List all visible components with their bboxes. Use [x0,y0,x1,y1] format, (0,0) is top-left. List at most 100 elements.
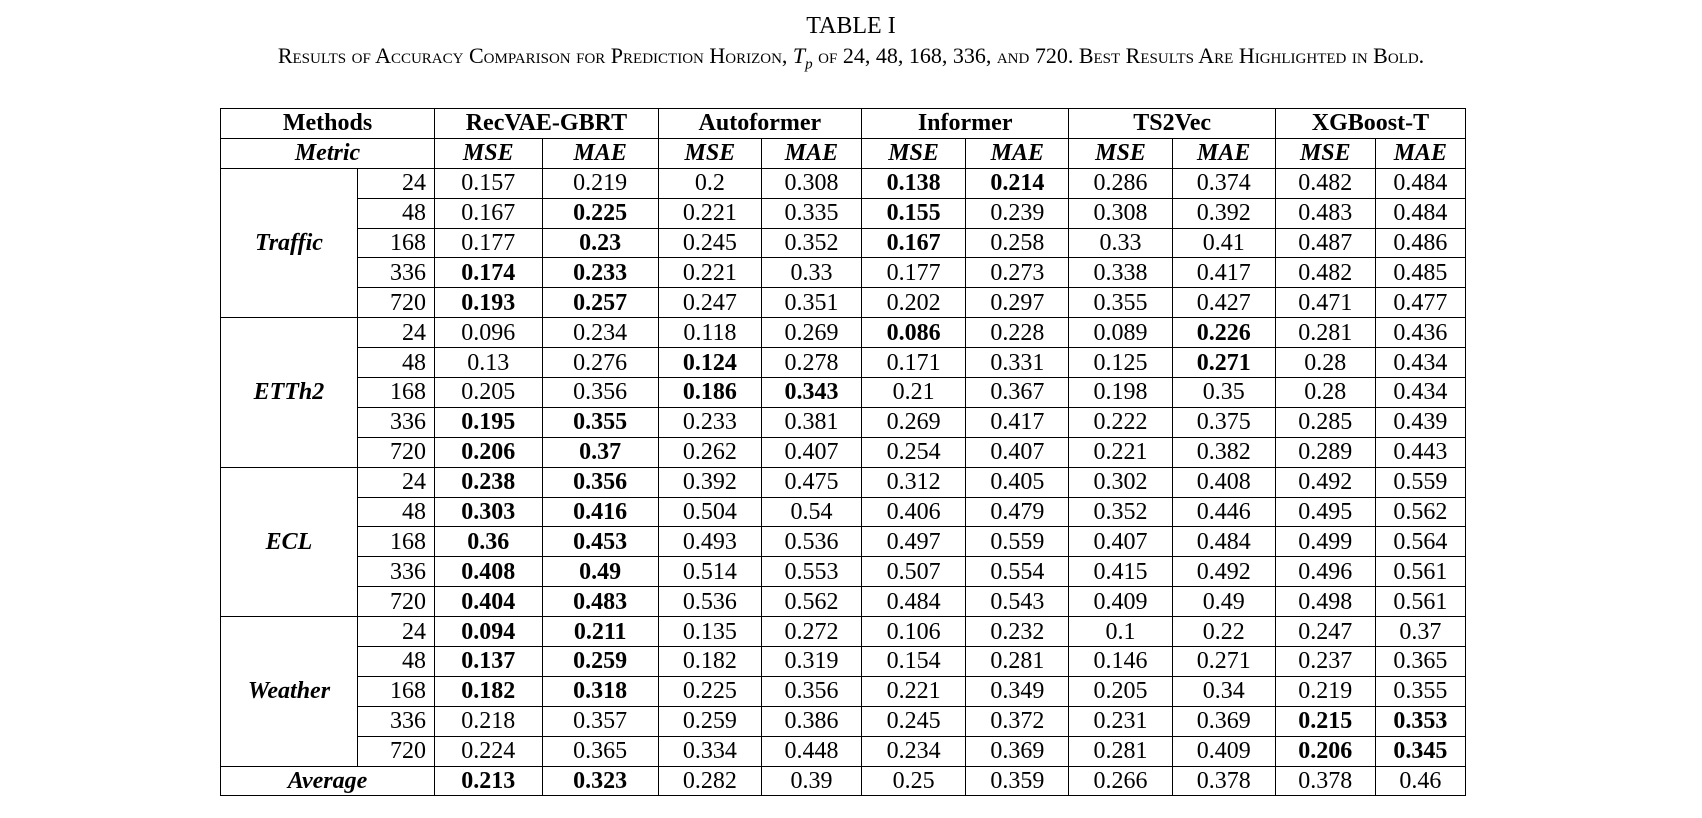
table-row: 336 0.218 0.357 0.259 0.386 0.245 0.372 0.231 0.… [221,705,1467,737]
horizon-cell: 168 [356,377,436,408]
value-cell: 0.562 [760,586,862,618]
value-cell: 0.353 [1374,705,1467,737]
value-cell: 0.367 [965,377,1070,408]
value-cell: 0.094 [434,616,543,648]
value-cell: 0.561 [1374,556,1467,588]
value-cell: 0.125 [1068,347,1173,379]
value-cell: 0.54 [760,496,862,528]
value-cell: 0.338 [1068,257,1173,289]
value-cell: 0.407 [760,436,862,468]
value-cell: 0.49 [1171,586,1276,618]
value-cell: 0.559 [1374,466,1467,498]
value-cell: 0.504 [657,496,762,528]
value-cell: 0.1 [1068,616,1173,648]
value-cell: 0.559 [965,526,1070,558]
table-row: 168 0.205 0.356 0.186 0.343 0.21 0.367 0.198 0.3… [221,377,1467,408]
dataset-label: ETTh2 [220,317,358,468]
horizon-cell: 168 [356,675,436,707]
table-row: Weather 24 0.094 0.211 0.135 0.272 0.106 0.232 0… [220,616,1467,767]
value-cell: 0.37 [1374,616,1467,648]
horizon-cell: 336 [356,257,436,289]
table-row: 168 0.36 0.453 0.493 0.536 0.497 0.559 0.407 0.4… [221,526,1467,558]
value-cell: 0.106 [860,616,967,648]
value-cell: 0.382 [1171,436,1276,468]
value-cell: 0.297 [965,287,1070,319]
value-cell: 0.239 [965,197,1070,229]
table-row: 48 0.137 0.259 0.182 0.319 0.154 0.281 0.146 0.2… [221,646,1467,677]
table-row: 336 0.195 0.355 0.233 0.381 0.269 0.417 0.222 0.… [221,406,1467,438]
table-row: Traffic 24 0.157 0.219 0.2 0.308 0.138 0.214 0.2… [220,167,1467,319]
value-cell: 0.271 [1171,347,1276,379]
value-cell: 0.182 [657,646,762,677]
value-cell: 0.303 [434,496,543,528]
value-cell: 0.262 [657,436,762,468]
value-cell: 0.278 [760,347,862,379]
average-label: Average [220,765,435,797]
value-cell: 0.124 [657,347,762,379]
value-cell: 0.417 [965,406,1070,438]
horizon-cell: 336 [356,406,436,438]
value-cell: 0.482 [1274,167,1376,199]
value-cell: 0.404 [434,586,543,618]
average-value-cell: 0.282 [657,765,762,797]
method-header: Autoformer [657,108,862,139]
value-cell: 0.443 [1374,436,1467,468]
value-cell: 0.334 [657,735,762,767]
average-value-cell: 0.378 [1274,765,1376,797]
value-cell: 0.225 [657,675,762,707]
value-cell: 0.269 [760,317,862,349]
value-cell: 0.23 [541,227,659,259]
value-cell: 0.202 [860,287,967,319]
value-cell: 0.446 [1171,496,1276,528]
value-cell: 0.374 [1171,167,1276,199]
value-cell: 0.259 [657,705,762,737]
value-cell: 0.564 [1374,526,1467,558]
value-cell: 0.247 [1274,616,1376,648]
value-cell: 0.258 [965,227,1070,259]
dataset-label: Weather [220,616,358,767]
value-cell: 0.221 [657,257,762,289]
value-cell: 0.225 [541,197,659,229]
caption-prefix: Results of Accuracy Comparison for Predi… [277,43,788,68]
value-cell: 0.49 [541,556,659,588]
value-cell: 0.259 [541,646,659,677]
caption-symbol-main: T [792,43,806,68]
value-cell: 0.34 [1171,675,1276,707]
value-cell: 0.436 [1374,317,1467,349]
value-cell: 0.343 [760,377,862,408]
table-body: Traffic 24 0.157 0.219 0.2 0.308 0.138 0.214 0.2… [220,167,1467,797]
value-cell: 0.345 [1374,735,1467,767]
metric-header: MAE [1171,137,1276,169]
value-cell: 0.215 [1274,705,1376,737]
horizon-cell: 720 [356,436,436,468]
horizon-cell: 24 [356,466,436,498]
value-cell: 0.226 [1171,317,1276,349]
method-header: TS2Vec [1068,108,1276,139]
average-value-cell: 0.46 [1374,765,1467,797]
table-row: 48 0.303 0.416 0.504 0.54 0.406 0.479 0.352 0.44… [221,496,1467,528]
value-cell: 0.193 [434,287,543,319]
value-cell: 0.198 [1068,377,1173,408]
value-cell: 0.138 [860,167,967,199]
value-cell: 0.302 [1068,466,1173,498]
value-cell: 0.167 [434,197,543,229]
value-cell: 0.493 [657,526,762,558]
value-cell: 0.483 [1274,197,1376,229]
horizon-cell: 48 [356,496,436,528]
table-row: ETTh2 24 0.096 0.234 0.118 0.269 0.086 0.228 0.0… [220,317,1467,468]
value-cell: 0.245 [657,227,762,259]
average-value-cell: 0.39 [760,765,862,797]
caption-symbol-sub: p [805,56,813,73]
dataset-label: ECL [220,466,358,618]
value-cell: 0.365 [1374,646,1467,677]
value-cell: 0.407 [1068,526,1173,558]
value-cell: 0.276 [541,347,659,379]
value-cell: 0.269 [860,406,967,438]
value-cell: 0.369 [1171,705,1276,737]
horizon-cell: 48 [356,197,436,229]
value-cell: 0.331 [965,347,1070,379]
value-cell: 0.35 [1171,377,1276,408]
value-cell: 0.554 [965,556,1070,588]
value-cell: 0.234 [860,735,967,767]
value-cell: 0.28 [1274,347,1376,379]
